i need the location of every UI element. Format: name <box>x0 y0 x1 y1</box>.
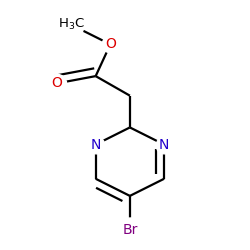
Text: O: O <box>51 76 62 90</box>
Text: H$_3$C: H$_3$C <box>58 17 85 32</box>
Text: Br: Br <box>122 223 138 237</box>
Text: N: N <box>159 138 169 151</box>
Text: N: N <box>90 138 101 151</box>
Text: O: O <box>105 37 116 51</box>
